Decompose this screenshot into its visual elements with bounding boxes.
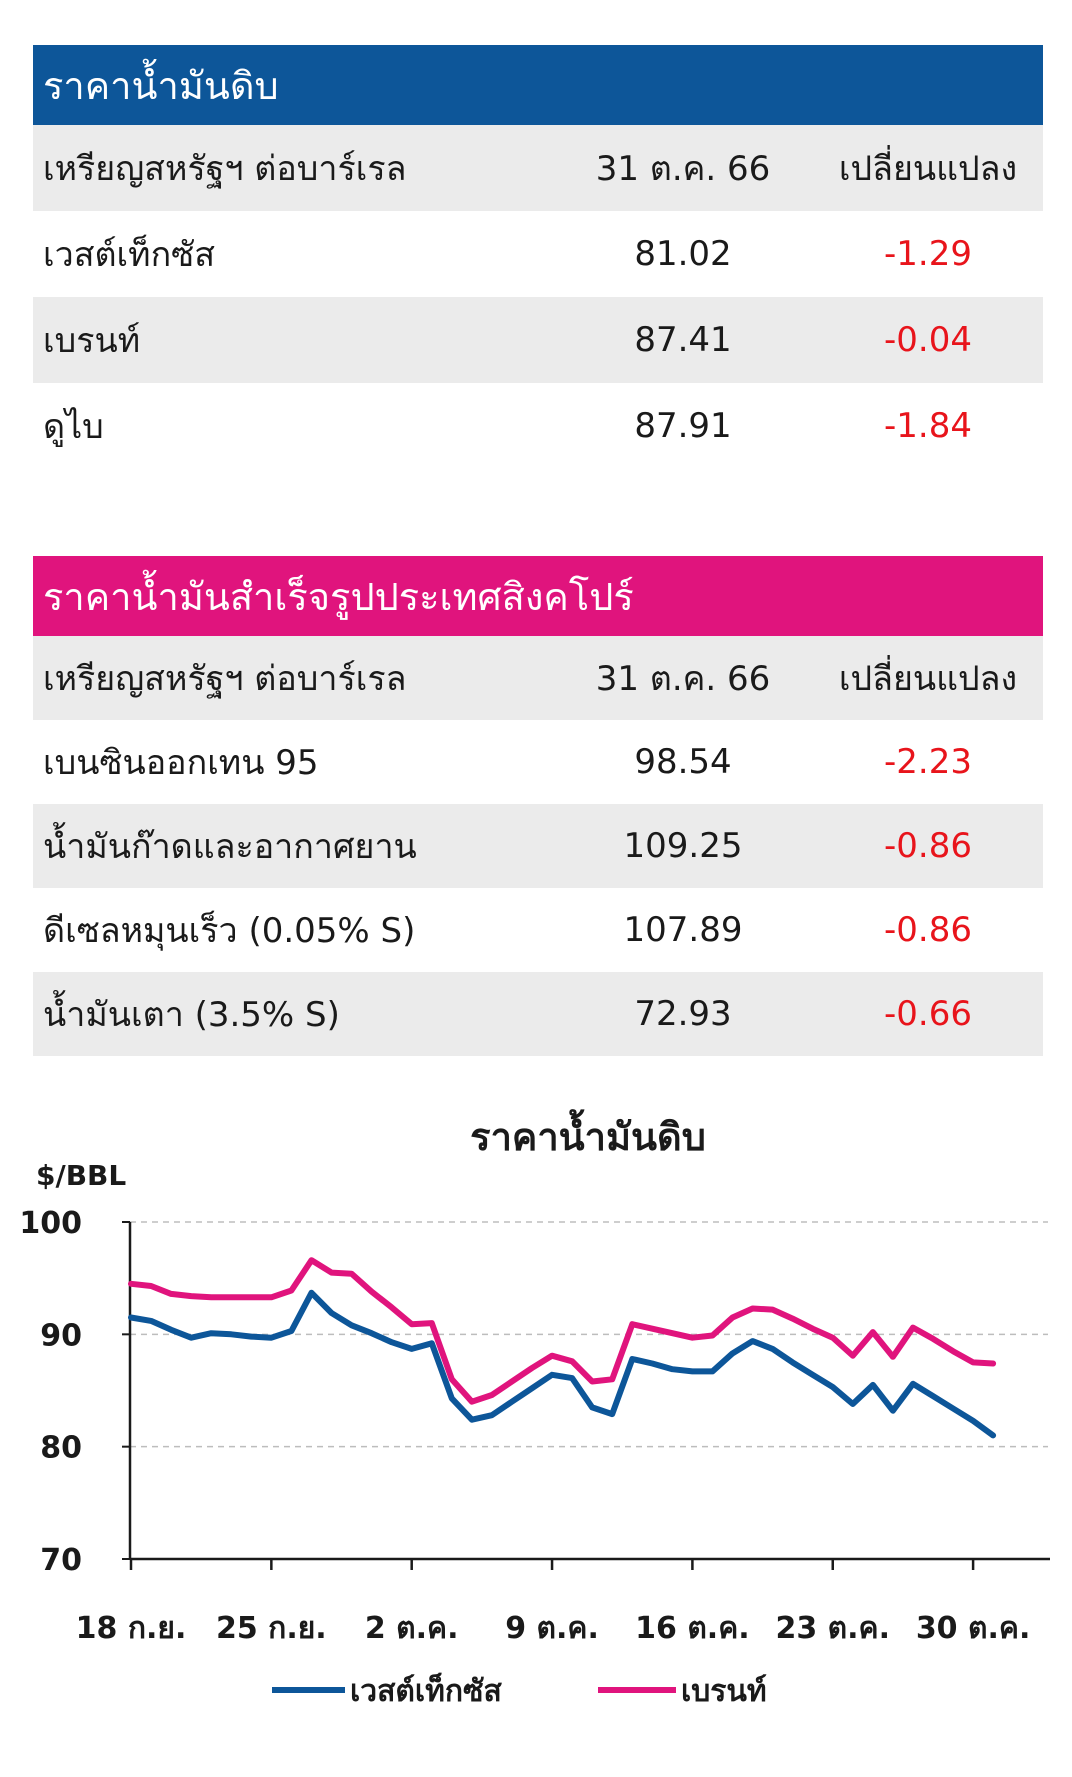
x-tick-label: 18 ก.ย. bbox=[76, 1611, 187, 1646]
chart-title: ราคาน้ำมันดิบ bbox=[470, 1109, 706, 1159]
row-name: เบรนท์ bbox=[43, 321, 141, 361]
x-tick-label: 9 ต.ค. bbox=[505, 1611, 599, 1646]
x-tick-label: 30 ต.ค. bbox=[916, 1611, 1031, 1646]
header-unit-label: เหรียญสหรัฐฯ ต่อบาร์เรล bbox=[43, 659, 407, 699]
table-row: เบนซินออกเทน 95 98.54 -2.23 bbox=[33, 720, 1043, 804]
row-price: 87.91 bbox=[634, 406, 732, 446]
table-row: ดีเซลหมุนเร็ว (0.05% S) 107.89 -0.86 bbox=[33, 888, 1043, 972]
singapore-table-title: ราคาน้ำมันสำเร็จรูปประเทศสิงคโปร์ bbox=[33, 556, 1043, 636]
row-change: -1.29 bbox=[884, 234, 972, 274]
row-change: -2.23 bbox=[884, 742, 972, 782]
y-tick-label: 90 bbox=[40, 1318, 82, 1353]
x-tick-label: 2 ต.ค. bbox=[365, 1611, 459, 1646]
row-change: -0.86 bbox=[884, 910, 972, 950]
gridlines bbox=[130, 1221, 1048, 1448]
row-name: เบนซินออกเทน 95 bbox=[43, 743, 319, 783]
x-tick-label: 23 ต.ค. bbox=[775, 1611, 890, 1646]
table-row: ดูไบ 87.91 -1.84 bbox=[33, 383, 1043, 469]
header-unit-label: เหรียญสหรัฐฯ ต่อบาร์เรล bbox=[43, 149, 407, 189]
table-row: น้ำมันเตา (3.5% S) 72.93 -0.66 bbox=[33, 972, 1043, 1056]
crude-header-row: เหรียญสหรัฐฯ ต่อบาร์เรล 31 ต.ค. 66 เปลี่… bbox=[33, 125, 1043, 211]
crude-oil-table: ราคาน้ำมันดิบ เหรียญสหรัฐฯ ต่อบาร์เรล 31… bbox=[33, 45, 1043, 469]
y-tick-label: 100 bbox=[19, 1206, 82, 1241]
singapore-products-table: ราคาน้ำมันสำเร็จรูปประเทศสิงคโปร์ เหรียญ… bbox=[33, 556, 1043, 1056]
table-row: เบรนท์ 87.41 -0.04 bbox=[33, 297, 1043, 383]
row-name: เวสต์เท็กซัส bbox=[43, 235, 215, 275]
x-tick-label: 16 ต.ค. bbox=[635, 1611, 750, 1646]
row-name: ดูไบ bbox=[43, 407, 104, 447]
row-price: 109.25 bbox=[623, 826, 743, 866]
row-price: 107.89 bbox=[623, 910, 743, 950]
header-date: 31 ต.ค. 66 bbox=[595, 149, 771, 189]
row-name: น้ำมันเตา (3.5% S) bbox=[43, 995, 340, 1035]
row-name: ดีเซลหมุนเร็ว (0.05% S) bbox=[43, 911, 416, 951]
axes bbox=[128, 1222, 1050, 1561]
row-price: 98.54 bbox=[634, 742, 732, 782]
y-tick-labels: 70 80 90 100 bbox=[19, 1206, 130, 1578]
y-tick-label: 80 bbox=[40, 1431, 82, 1466]
header-change: เปลี่ยนแปลง bbox=[838, 149, 1018, 189]
table-row: น้ำมันก๊าดและอากาศยาน 109.25 -0.86 bbox=[33, 804, 1043, 888]
legend: เวสต์เท็กซัส เบรนท์ bbox=[272, 1672, 767, 1709]
legend-label-brent: เบรนท์ bbox=[681, 1674, 767, 1709]
row-price: 81.02 bbox=[634, 234, 732, 274]
header-change: เปลี่ยนแปลง bbox=[838, 659, 1018, 699]
row-change: -1.84 bbox=[884, 406, 972, 446]
x-tick-label: 25 ก.ย. bbox=[216, 1611, 327, 1646]
legend-label-wti: เวสต์เท็กซัส bbox=[350, 1672, 502, 1709]
crude-oil-price-chart: ราคาน้ำมันดิบ $/BBL 70 80 90 100 18 ก.ย. 25 … bbox=[19, 1109, 1050, 1709]
table-row: เวสต์เท็กซัส 81.02 -1.29 bbox=[33, 211, 1043, 297]
singapore-header-row: เหรียญสหรัฐฯ ต่อบาร์เรล 31 ต.ค. 66 เปลี่… bbox=[33, 636, 1043, 720]
crude-table-title: ราคาน้ำมันดิบ bbox=[33, 45, 1043, 125]
row-price: 87.41 bbox=[634, 320, 732, 360]
series-line-wti bbox=[128, 1289, 997, 1439]
row-price: 72.93 bbox=[634, 994, 732, 1034]
row-change: -0.04 bbox=[884, 320, 972, 360]
series-lines bbox=[128, 1257, 997, 1439]
header-date: 31 ต.ค. 66 bbox=[595, 659, 771, 699]
y-axis-label: $/BBL bbox=[36, 1159, 126, 1192]
row-change: -0.66 bbox=[884, 994, 972, 1034]
series-line-brent bbox=[128, 1257, 997, 1405]
row-name: น้ำมันก๊าดและอากาศยาน bbox=[43, 827, 417, 867]
row-change: -0.86 bbox=[884, 826, 972, 866]
x-tick-labels: 18 ก.ย. 25 ก.ย. 2 ต.ค. 9 ต.ค. 16 ต.ค. 23 ต.ค.… bbox=[76, 1559, 1031, 1646]
y-tick-label: 70 bbox=[40, 1543, 82, 1578]
